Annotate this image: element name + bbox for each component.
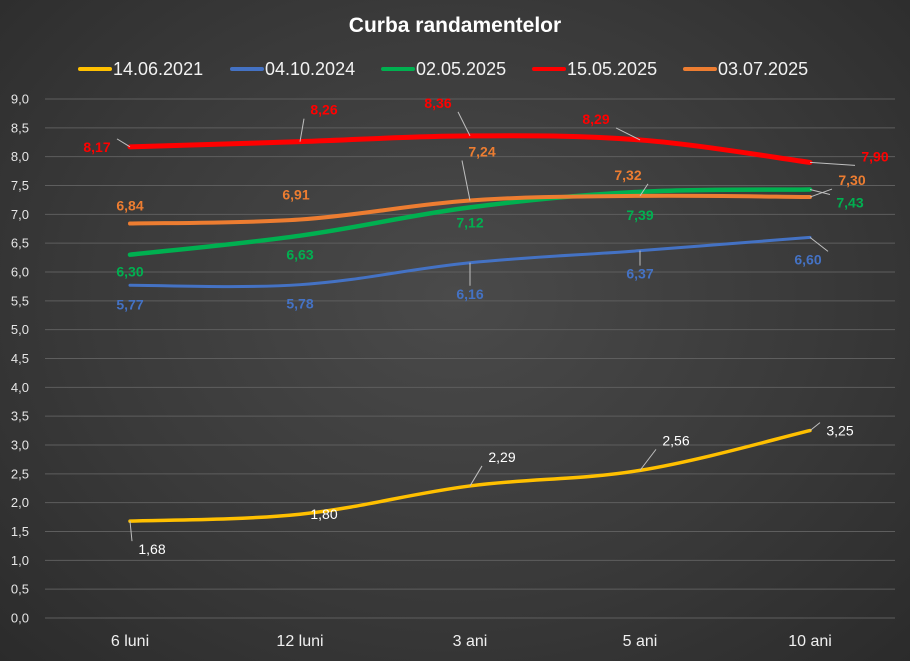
y-tick-label: 4,0 [11,380,29,395]
data-label: 5,78 [286,296,313,312]
leader-line [809,161,856,166]
leader-line [299,118,305,142]
legend-label: 03.07.2025 [718,59,808,79]
x-tick-label: 5 ani [623,633,658,650]
data-label: 1,68 [138,541,165,557]
legend-item: 04.10.2024 [230,59,355,79]
legend-item: 14.06.2021 [78,59,203,79]
data-label: 6,91 [282,187,309,203]
legend-label: 04.10.2024 [265,59,355,79]
data-label: 6,84 [116,198,143,214]
data-label: 8,26 [310,102,337,118]
data-label: 8,29 [582,111,609,127]
y-tick-label: 6,0 [11,265,29,280]
leader-line [461,160,471,201]
y-tick-label: 3,5 [11,409,29,424]
gridlines [45,98,895,619]
x-tick-label: 12 luni [276,633,323,650]
legend-label: 15.05.2025 [567,59,657,79]
data-label: 6,63 [286,247,313,263]
leader-line [809,189,831,196]
y-tick-label: 8,0 [11,149,29,164]
y-tick-label: 1,0 [11,553,29,568]
data-label: 7,32 [614,167,641,183]
data-labels: 1,68 1,80 2,29 2,56 3,25 5,77 5,78 6,16 6,37 6,60… [83,95,888,557]
data-label: 6,16 [456,286,483,302]
data-label: 7,24 [468,143,495,159]
label-leader-lines [116,111,856,542]
y-tick-label: 9,0 [11,92,29,107]
y-tick-label: 0,5 [11,582,29,597]
series-lines [127,133,813,523]
data-label: 6,37 [626,266,653,282]
data-label: 7,43 [836,195,863,211]
y-tick-label: 7,0 [11,207,29,222]
y-tick-label: 1,5 [11,524,29,539]
data-label: 7,30 [838,172,865,188]
legend-label: 14.06.2021 [113,59,203,79]
leader-line [615,127,641,141]
legend: 14.06.2021 04.10.2024 02.05.2025 15.05.2025… [78,59,808,79]
y-tick-label: 3,0 [11,438,29,453]
chart-title: Curba randamentelor [349,14,561,37]
leader-line [116,138,131,148]
x-axis: 6 luni 12 luni 3 ani 5 ani 10 ani [111,633,832,650]
leader-line [639,183,649,197]
x-tick-label: 6 luni [111,633,149,650]
data-label: 3,25 [826,423,853,439]
series-line [128,428,812,523]
leader-line [809,188,833,198]
series-line [128,235,812,289]
data-label: 1,80 [310,506,337,522]
leader-line [457,111,471,137]
data-label: 6,30 [116,264,143,280]
leader-line [469,465,483,487]
data-label: 7,90 [861,148,888,164]
legend-item: 02.05.2025 [381,59,506,79]
series-line [127,133,813,165]
data-label: 6,60 [794,251,821,267]
y-axis: 0,0 0,5 1,0 1,5 2,0 2,5 3,0 3,5 4,0 4,5 5,0 5,5 6,0 6… [11,92,29,626]
data-label: 7,12 [456,214,483,230]
y-tick-label: 5,5 [11,293,29,308]
legend-item: 03.07.2025 [683,59,808,79]
data-label: 8,17 [83,139,110,155]
y-tick-label: 0,0 [11,611,29,626]
x-tick-label: 3 ani [453,633,488,650]
data-label: 5,77 [116,296,143,312]
leader-line [809,237,829,252]
data-label: 7,39 [626,207,653,223]
data-label: 2,56 [662,432,689,448]
y-tick-label: 8,5 [11,120,29,135]
series-line [127,187,813,257]
legend-item: 15.05.2025 [532,59,657,79]
y-tick-label: 4,5 [11,351,29,366]
data-label: 2,29 [488,449,515,465]
data-label: 8,36 [424,95,451,111]
y-tick-label: 7,5 [11,178,29,193]
y-tick-label: 5,0 [11,322,29,337]
y-tick-label: 2,0 [11,495,29,510]
y-tick-label: 6,5 [11,236,29,251]
y-tick-label: 2,5 [11,466,29,481]
leader-line [639,449,657,471]
legend-label: 02.05.2025 [416,59,506,79]
leader-line [809,422,821,431]
leader-line [129,521,133,542]
x-tick-label: 10 ani [788,633,832,650]
